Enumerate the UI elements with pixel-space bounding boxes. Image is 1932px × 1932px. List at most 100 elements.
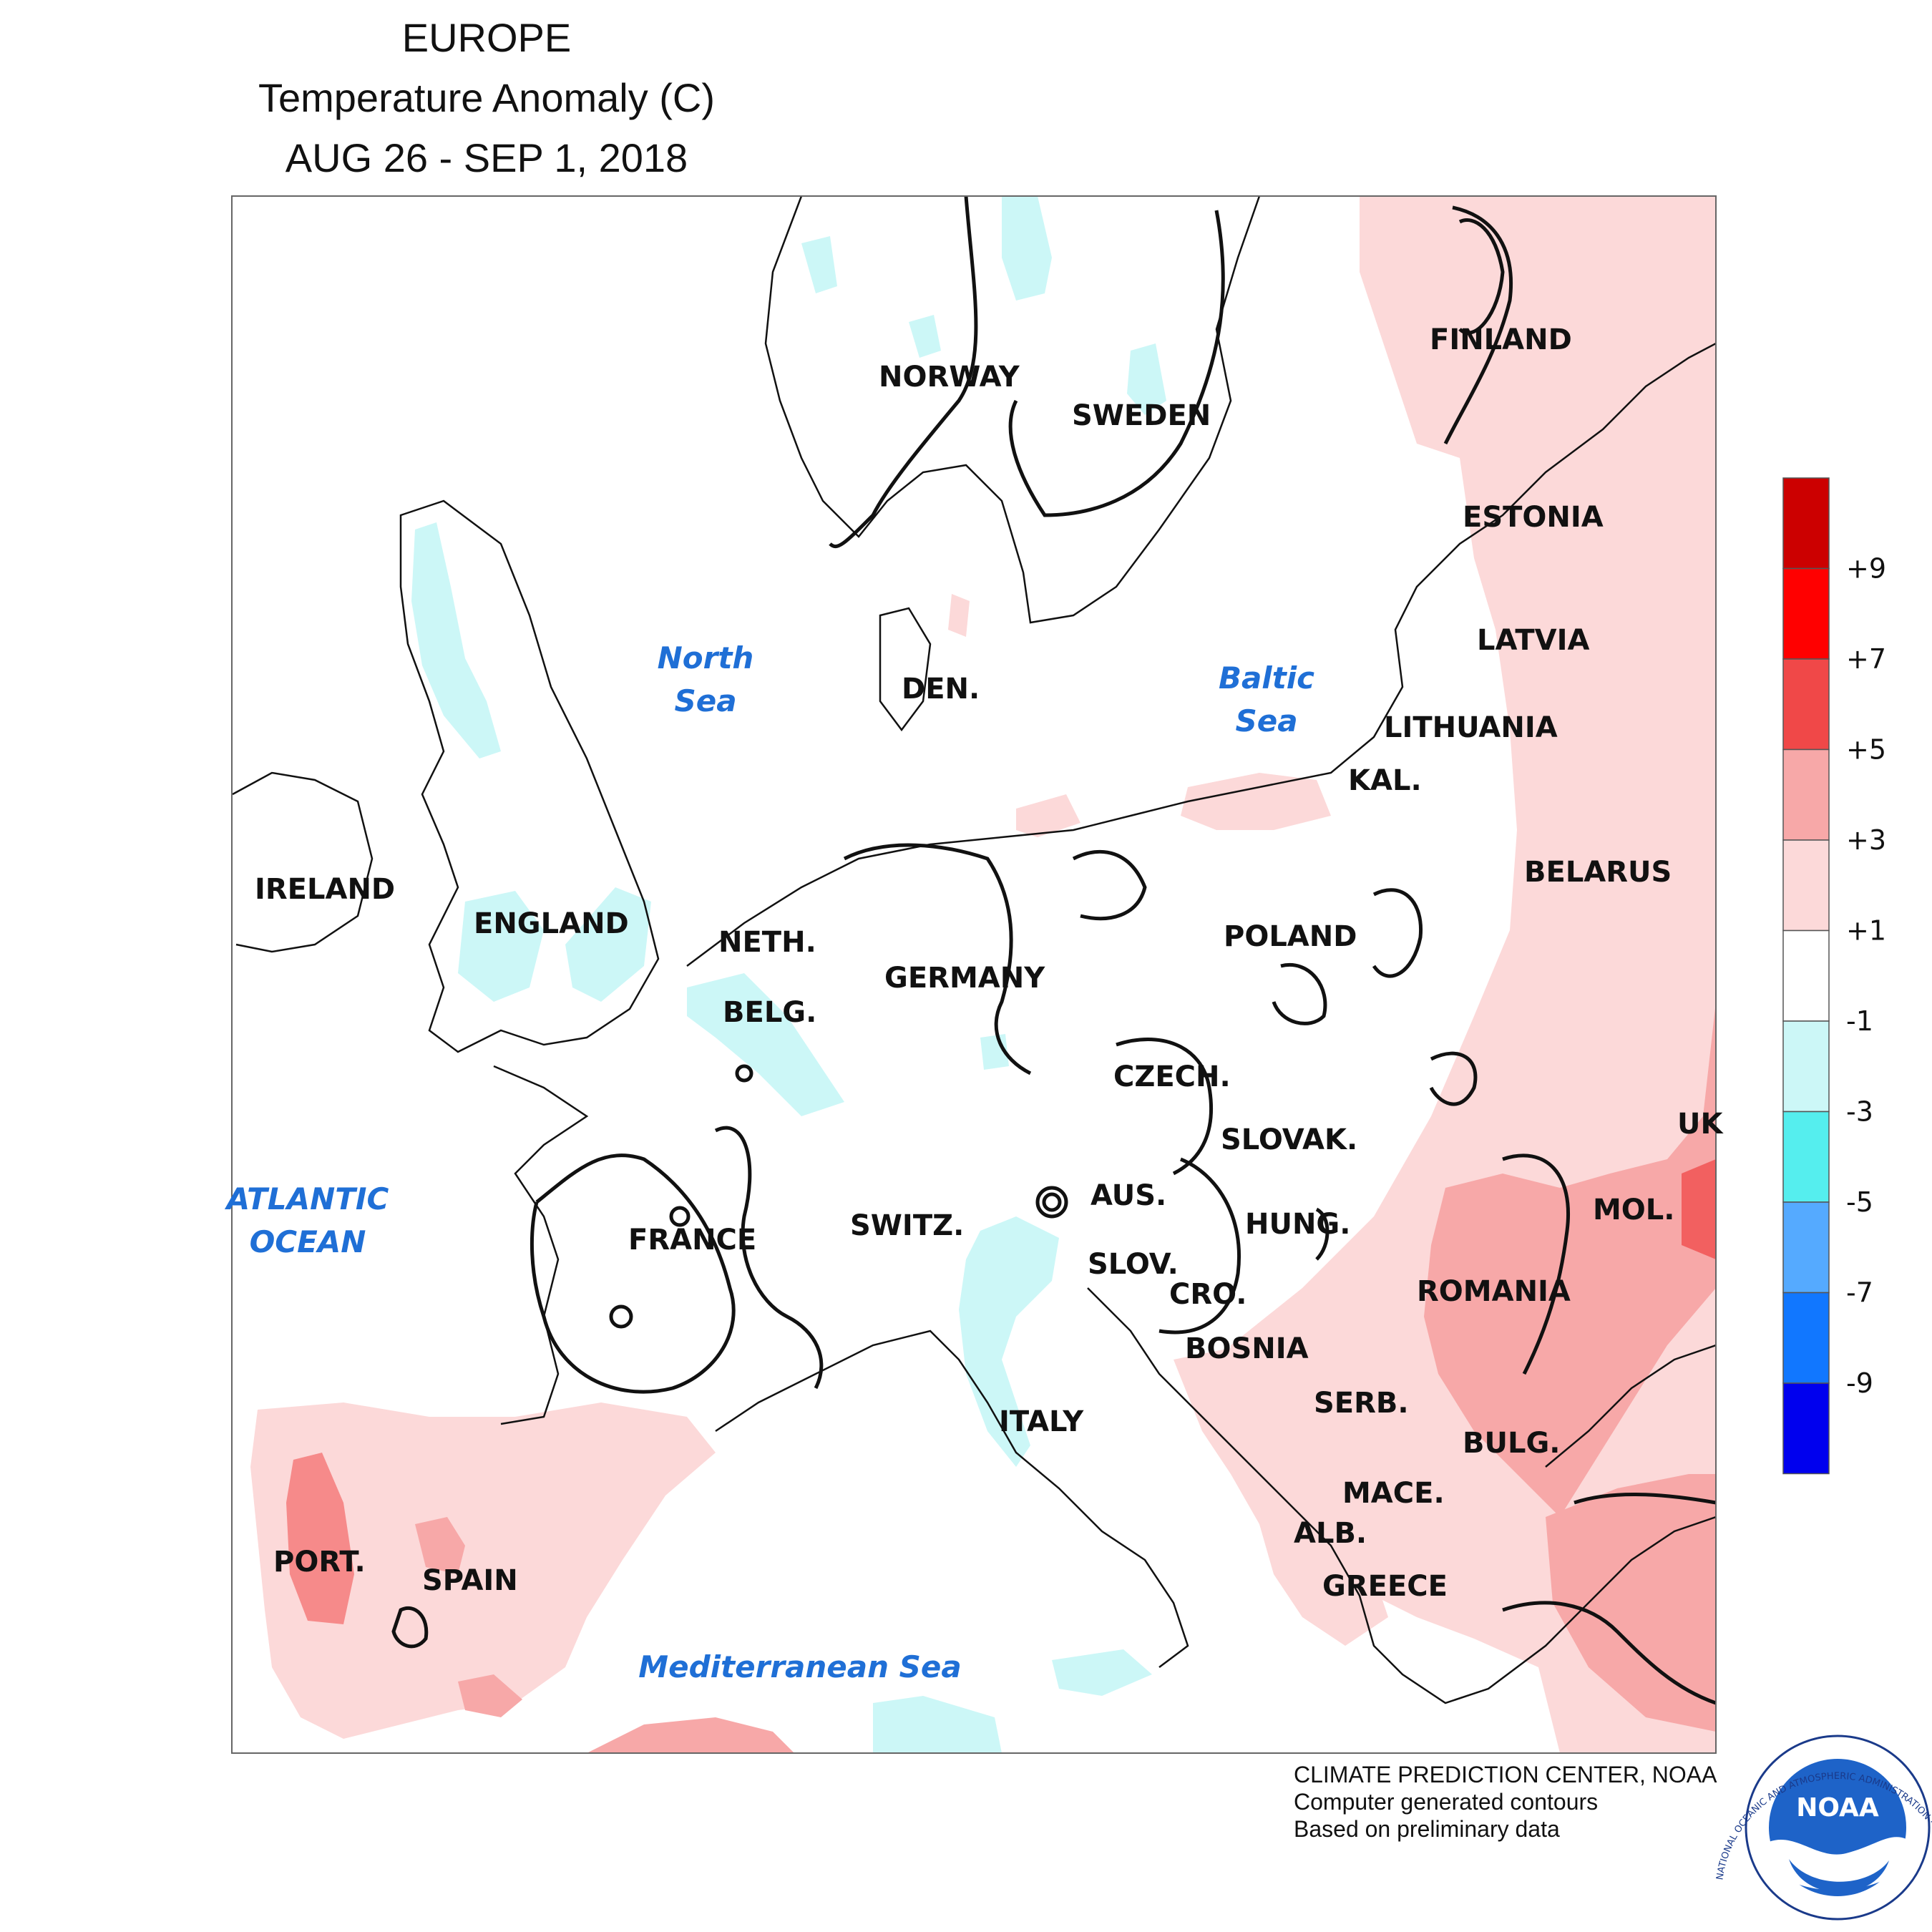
label-port: PORT.: [273, 1546, 366, 1579]
label-norway: NORWAY: [879, 361, 1020, 394]
legend-tick-label: -7: [1846, 1277, 1873, 1309]
label-czech: CZECH.: [1113, 1060, 1231, 1093]
label-alb: ALB.: [1294, 1517, 1367, 1550]
map-title: EUROPE: [401, 15, 572, 60]
label-kal: KAL.: [1348, 764, 1422, 797]
label-cro: CRO.: [1169, 1278, 1246, 1311]
map-frame: [231, 195, 1717, 1754]
label-england: ENGLAND: [474, 907, 629, 940]
label-north-sea-2: Sea: [674, 683, 736, 718]
anomaly-cool-italy: [959, 1216, 1059, 1467]
legend-swatch: [1782, 1382, 1830, 1475]
anomaly-hot-portugal: [286, 1453, 354, 1624]
label-belarus: BELARUS: [1524, 856, 1672, 889]
anomaly-cool-norway-north: [1002, 196, 1052, 301]
label-baltic-sea-2: Sea: [1235, 703, 1297, 738]
anomaly-cool-sicily: [1052, 1649, 1152, 1696]
label-hung: HUNG.: [1245, 1208, 1350, 1241]
label-lithuania: LITHUANIA: [1384, 711, 1558, 744]
legend-swatch: [1782, 1201, 1830, 1294]
country-labels: NORWAY SWEDEN FINLAND ESTONIA LATVIA LIT…: [255, 323, 1724, 1603]
label-finland: FINLAND: [1430, 323, 1572, 356]
legend-swatch: [1782, 1111, 1830, 1203]
label-bosnia: BOSNIA: [1185, 1332, 1309, 1365]
label-france: FRANCE: [628, 1224, 756, 1257]
label-north-sea-1: North: [658, 640, 754, 675]
label-neth: NETH.: [718, 926, 816, 959]
label-germany: GERMANY: [884, 962, 1045, 995]
anomaly-cool-norway-mid: [909, 315, 941, 358]
label-uk: UK: [1677, 1108, 1724, 1141]
label-sweden: SWEDEN: [1072, 399, 1211, 432]
label-spain: SPAIN: [422, 1564, 518, 1597]
label-greece: GREECE: [1322, 1570, 1448, 1603]
label-italy: ITALY: [999, 1405, 1084, 1438]
anomaly-cool-sardinia: [873, 1696, 1002, 1753]
contour-lines: [391, 196, 1716, 1705]
anomaly-hot-turkey: [1546, 1474, 1716, 1732]
anomaly-cool-scotland: [411, 522, 501, 758]
legend-swatch: [1782, 748, 1830, 841]
label-bulg: BULG.: [1463, 1427, 1560, 1460]
sea-labels: North Sea Baltic Sea ATLANTIC OCEAN Medi…: [225, 640, 1314, 1684]
legend-tick-label: -1: [1846, 1005, 1873, 1037]
noaa-logo-text: NOAA: [1796, 1793, 1879, 1823]
map-area: [232, 196, 1716, 1753]
label-slovak: SLOVAK.: [1221, 1123, 1357, 1156]
legend-swatch: [1782, 477, 1830, 570]
credit-line-2: Computer generated contours: [1294, 1789, 1599, 1815]
label-serb: SERB.: [1314, 1387, 1409, 1420]
anomaly-warm-iberia: [250, 1402, 716, 1739]
anomaly-hot-spain-center: [415, 1517, 465, 1574]
anomaly-hot-ukraine: [1682, 1159, 1716, 1259]
label-baltic-sea-1: Baltic: [1219, 660, 1314, 696]
legend-tick-label: +5: [1846, 734, 1886, 766]
legend-swatch: [1782, 1020, 1830, 1113]
legend-swatch: [1782, 658, 1830, 751]
label-poland: POLAND: [1224, 920, 1357, 953]
map-subtitle: Temperature Anomaly (C): [258, 75, 715, 120]
anomaly-cool-benelux: [687, 973, 844, 1116]
anomaly-cool-england: [458, 891, 544, 1002]
anomaly-warm-africa-coast: [587, 1717, 794, 1753]
legend-tick-label: +7: [1846, 643, 1886, 675]
label-switz: SWITZ.: [850, 1209, 964, 1242]
anomaly-warm-baltic-coast: [1181, 773, 1331, 830]
label-mol: MOL.: [1593, 1194, 1675, 1226]
legend-swatch: [1782, 1292, 1830, 1384]
legend-swatch: [1782, 930, 1830, 1022]
label-estonia: ESTONIA: [1463, 501, 1604, 534]
map-date-range: AUG 26 - SEP 1, 2018: [285, 135, 688, 180]
anomaly-cool-norway-west: [801, 236, 837, 293]
legend-colorbar: +9 +7 +5 +3 +1 -1 -3 -5 -7 -9: [1782, 477, 1886, 1475]
label-ireland: IRELAND: [255, 873, 395, 906]
label-atlantic-2: OCEAN: [250, 1224, 366, 1259]
credit-line-3: Based on preliminary data: [1294, 1816, 1560, 1842]
label-den: DEN.: [902, 673, 980, 706]
anomaly-hot-romania: [1424, 1002, 1716, 1517]
anomaly-warm-denmark: [948, 594, 970, 637]
legend-tick-label: +1: [1846, 915, 1886, 947]
credit-line-1: CLIMATE PREDICTION CENTER, NOAA: [1294, 1762, 1717, 1787]
anomaly-warm-germany-coast: [1016, 794, 1080, 837]
legend-tick-label: -9: [1846, 1367, 1873, 1399]
legend-tick-label: +3: [1846, 824, 1886, 856]
label-aus: AUS.: [1091, 1179, 1166, 1212]
legend-tick-label: -3: [1846, 1096, 1873, 1128]
anomaly-hot-spain-south: [458, 1674, 522, 1717]
legend-swatch: [1782, 567, 1830, 660]
label-belg: BELG.: [723, 996, 816, 1029]
label-mace: MACE.: [1342, 1477, 1445, 1510]
coastlines: [232, 196, 1716, 1704]
label-latvia: LATVIA: [1477, 624, 1589, 657]
anomaly-cool-england-east: [565, 887, 651, 1002]
label-mediterranean: Mediterranean Sea: [638, 1649, 961, 1684]
noaa-logo: NOAA NATIONAL OCEANIC AND ATMOSPHERIC AD…: [1714, 1735, 1932, 1932]
legend-swatch: [1782, 839, 1830, 932]
label-romania: ROMANIA: [1417, 1275, 1571, 1308]
label-atlantic-1: ATLANTIC: [225, 1181, 389, 1216]
legend-tick-label: +9: [1846, 553, 1886, 585]
legend-tick-label: -5: [1846, 1186, 1873, 1218]
label-slov: SLOV.: [1088, 1248, 1179, 1281]
